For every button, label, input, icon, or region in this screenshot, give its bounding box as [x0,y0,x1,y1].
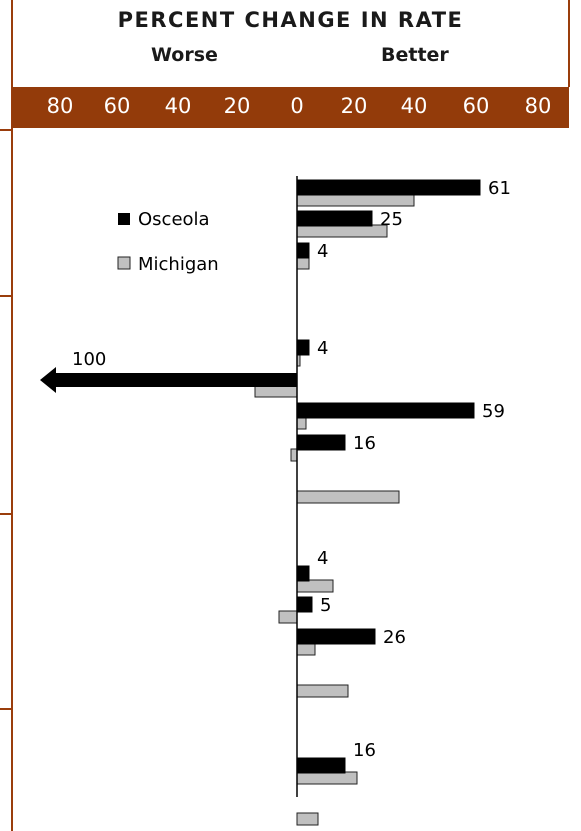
axis-band [12,87,569,128]
value-label: 4 [317,241,328,262]
worse-label: Worse [151,44,218,66]
chart-title: PERCENT CHANGE IN RATE [117,8,464,32]
bar-michigan [296,579,334,593]
left-frame-line [11,0,13,831]
bar-osceola [296,434,346,451]
axis-tick-label: 60 [103,94,131,118]
value-label: 5 [320,595,331,616]
bar-michigan [296,812,319,826]
bar-osceola [296,339,310,356]
bar-michigan [296,642,316,656]
row-divider-tick [0,513,12,515]
legend-label-osceola: Osceola [138,209,210,230]
legend-swatch-michigan [117,256,131,270]
row-divider-tick [0,295,12,297]
row-divider-tick [0,708,12,710]
bar-osceola [296,242,310,259]
axis-tick-label: 20 [340,94,368,118]
bar-osceola [296,596,313,613]
bar-osceola-arrow [40,367,297,393]
value-label: 16 [353,433,376,454]
value-label: 26 [383,627,406,648]
axis-tick-label: 80 [46,94,74,118]
value-label: 4 [317,548,328,569]
bar-osceola [296,628,376,645]
bar-osceola [296,210,373,227]
row-divider-tick [0,129,12,131]
bar-osceola [296,402,475,419]
axis-tick-label: 20 [223,94,251,118]
legend-label-michigan: Michigan [138,254,219,275]
bar-michigan [290,448,298,462]
axis-tick-label: 0 [290,94,304,118]
bar-michigan [296,684,349,698]
bar-michigan [296,416,307,430]
value-label: 61 [488,178,511,199]
bar-michigan [296,224,388,238]
bar-michigan [296,193,415,207]
axis-tick-label: 80 [524,94,552,118]
axis-tick-label: 40 [164,94,192,118]
axis-tick-label: 60 [462,94,490,118]
right-frame-line [568,0,570,87]
legend-swatch-osceola [118,213,130,225]
bar-michigan [296,490,400,504]
bar-michigan [296,771,358,785]
value-label: 16 [353,740,376,761]
bar-osceola [296,179,481,196]
bar-osceola [296,565,310,582]
value-label: 4 [317,338,328,359]
bar-michigan [296,256,310,270]
value-label: 100 [72,349,106,370]
bar-osceola [296,757,346,774]
value-label: 59 [482,401,505,422]
bar-michigan [278,610,298,624]
value-label: 25 [380,209,403,230]
better-label: Better [381,44,449,66]
axis-tick-label: 40 [400,94,428,118]
